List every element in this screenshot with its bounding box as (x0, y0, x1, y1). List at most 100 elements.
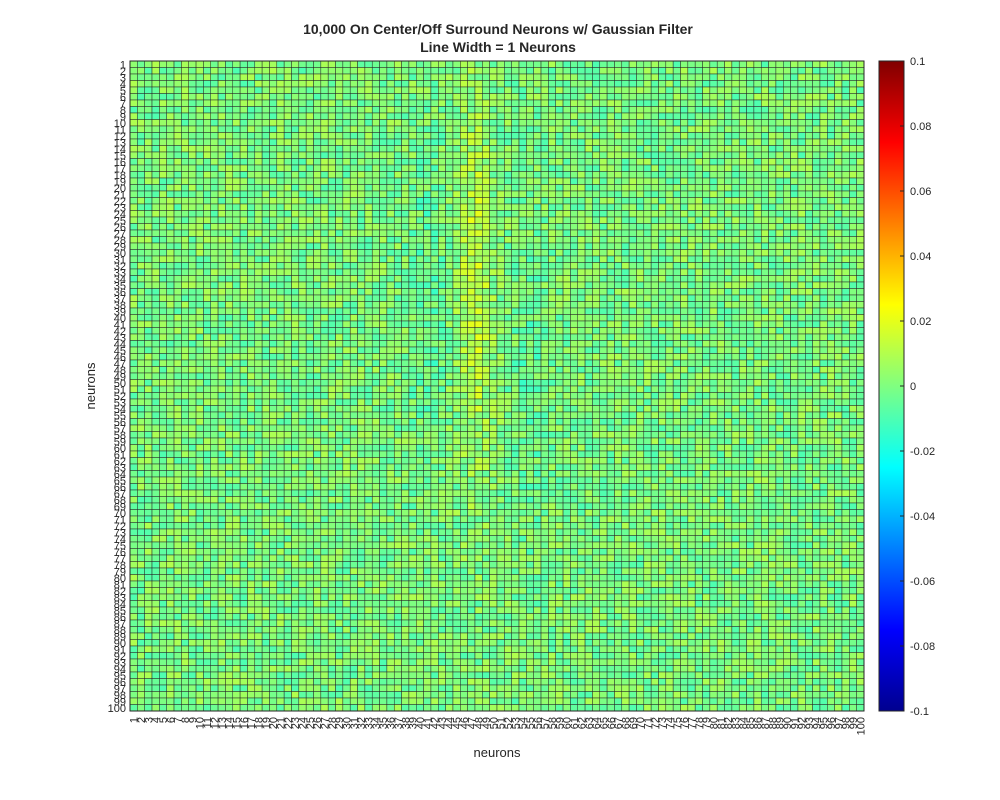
heatmap-cell (577, 73, 586, 81)
heatmap-cell (526, 73, 534, 81)
heatmap-cell (452, 236, 461, 244)
heatmap-cell (614, 73, 623, 81)
heatmap-cell (166, 249, 175, 257)
heatmap-cell (790, 106, 799, 114)
heatmap-cell (408, 255, 417, 263)
heatmap-cell (570, 125, 578, 133)
heatmap-cell (166, 262, 175, 270)
heatmap-cell (797, 372, 806, 380)
heatmap-cell (636, 112, 645, 120)
heatmap-cell (606, 281, 615, 289)
heatmap-cell (305, 106, 314, 114)
heatmap-cell (210, 60, 219, 68)
heatmap-cell (144, 164, 153, 172)
heatmap-cell (760, 151, 769, 159)
heatmap-cell (195, 268, 204, 276)
heatmap-cell (856, 314, 865, 322)
heatmap-cell (753, 236, 762, 244)
heatmap-cell (790, 190, 799, 198)
heatmap-cell (460, 145, 468, 153)
heatmap-cell (203, 210, 211, 218)
heatmap-cell (716, 151, 725, 159)
heatmap-cell (144, 145, 153, 153)
heatmap-cell (430, 340, 439, 348)
heatmap-cell (702, 151, 711, 159)
heatmap-cell (658, 340, 667, 348)
heatmap-cell (709, 151, 718, 159)
heatmap-cell (291, 294, 300, 302)
heatmap-cell (797, 138, 806, 146)
heatmap-cell (518, 73, 527, 81)
heatmap-cell (650, 294, 659, 302)
heatmap-cell (643, 132, 652, 140)
heatmap-cell (379, 223, 388, 231)
heatmap-cell (416, 80, 424, 88)
heatmap-cell (680, 125, 689, 133)
heatmap-cell (137, 171, 145, 179)
heatmap-cell (342, 314, 351, 322)
heatmap-cell (562, 73, 571, 81)
heatmap-cell (827, 379, 835, 387)
heatmap-cell (430, 320, 439, 328)
heatmap-cell (562, 333, 571, 341)
heatmap-cell (232, 138, 241, 146)
heatmap-cell (129, 320, 138, 328)
heatmap-cell (526, 242, 534, 250)
heatmap-cell (650, 138, 659, 146)
heatmap-cell (313, 262, 322, 270)
heatmap-cell (724, 314, 733, 322)
heatmap-cell (570, 275, 578, 283)
heatmap-cell (460, 80, 468, 88)
heatmap-cell (702, 93, 711, 101)
heatmap-cell (203, 242, 211, 250)
heatmap-cell (482, 236, 490, 244)
heatmap-cell (430, 138, 439, 146)
heatmap-cell (203, 99, 211, 107)
heatmap-cell (526, 366, 534, 374)
heatmap-cell (232, 346, 241, 354)
heatmap-cell (203, 236, 211, 244)
heatmap-cell (562, 353, 571, 361)
heatmap-cell (599, 249, 608, 257)
heatmap-cell (577, 314, 586, 322)
heatmap-cell (665, 333, 674, 341)
heatmap-cell (364, 164, 373, 172)
heatmap-cell (254, 145, 263, 153)
heatmap-cell (827, 164, 835, 172)
heatmap-cell (849, 151, 857, 159)
heatmap-cell (746, 73, 755, 81)
heatmap-cell (599, 158, 608, 166)
heatmap-cell (349, 379, 358, 387)
heatmap-cell (783, 216, 791, 224)
heatmap-cell (577, 359, 586, 367)
heatmap-cell (327, 359, 336, 367)
heatmap-cell (849, 73, 857, 81)
heatmap-cell (570, 112, 578, 120)
heatmap-cell (819, 301, 828, 309)
heatmap-cell (621, 93, 630, 101)
heatmap-cell (658, 190, 667, 198)
heatmap-cell (746, 151, 755, 159)
heatmap-cell (232, 359, 241, 367)
heatmap-cell (805, 249, 813, 257)
heatmap-cell (760, 242, 769, 250)
heatmap-cell (269, 125, 278, 133)
heatmap-cell (445, 80, 454, 88)
heatmap-cell (438, 99, 446, 107)
heatmap-cell (819, 216, 828, 224)
heatmap-cell (768, 236, 777, 244)
heatmap-cell (834, 340, 843, 348)
heatmap-cell (584, 359, 593, 367)
heatmap-cell (261, 93, 270, 101)
heatmap-cell (129, 210, 138, 218)
heatmap-cell (518, 366, 527, 374)
heatmap-cell (856, 294, 865, 302)
heatmap-cell (768, 112, 777, 120)
heatmap-cell (305, 379, 314, 387)
heatmap-cell (687, 80, 696, 88)
heatmap-cell (445, 320, 454, 328)
heatmap-cell (247, 320, 256, 328)
heatmap-cell (636, 60, 645, 68)
heatmap-cell (672, 223, 681, 231)
heatmap-cell (261, 203, 270, 211)
